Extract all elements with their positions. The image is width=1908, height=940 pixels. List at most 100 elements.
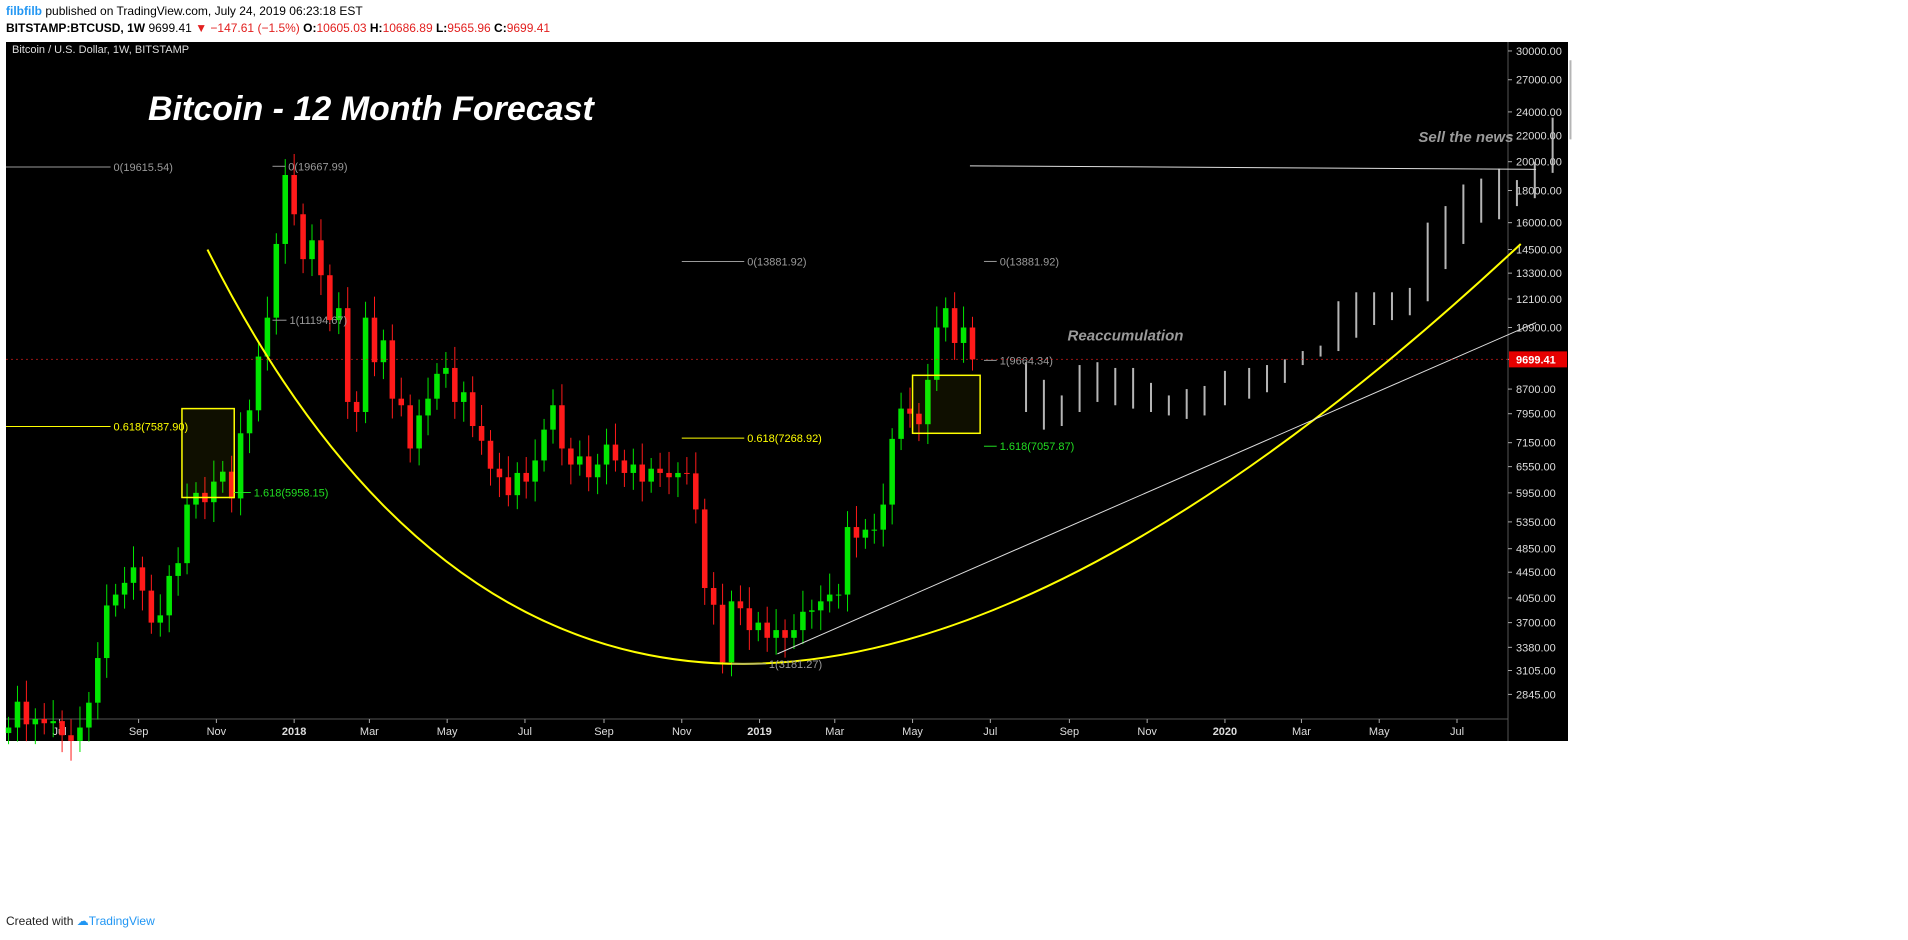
- candle-body: [255, 356, 262, 411]
- candle-body: [916, 413, 922, 425]
- candle-body: [175, 563, 181, 576]
- low-label: L:: [435, 21, 448, 35]
- candle-body: [559, 405, 565, 449]
- y-tick-label: 3105.00: [1516, 666, 1556, 678]
- candle-body: [443, 367, 449, 374]
- candle-body: [487, 440, 494, 469]
- candle-body: [157, 615, 164, 623]
- y-tick-label: 27000.00: [1516, 75, 1562, 87]
- candle-body: [621, 460, 628, 473]
- candle-body: [416, 415, 422, 449]
- candle-body: [86, 702, 92, 728]
- candle-body: [693, 473, 699, 510]
- candle-body: [639, 464, 646, 482]
- candle-body: [577, 456, 583, 465]
- candle-body: [193, 492, 199, 505]
- author-link[interactable]: filbfilb: [6, 4, 42, 18]
- candle-body: [907, 408, 913, 414]
- trend-line: [969, 165, 1537, 170]
- tradingview-link[interactable]: TradingView: [88, 914, 155, 928]
- open-label: O:: [303, 21, 317, 35]
- chart-annotation: Reaccumulation: [1068, 327, 1184, 344]
- candle-body: [14, 701, 21, 728]
- candle-body: [41, 719, 48, 724]
- footer: Created with ☁TradingView: [6, 914, 155, 928]
- candle-body: [148, 590, 155, 623]
- y-tick-label: 7150.00: [1516, 438, 1556, 450]
- candle-body: [934, 327, 940, 380]
- fib-level-label: 1(9664.34): [1000, 355, 1053, 367]
- open-value: 10605.03: [316, 21, 367, 35]
- y-tick-label: 6550.00: [1516, 462, 1556, 474]
- candle-body: [684, 472, 690, 474]
- candle-body: [291, 175, 297, 215]
- candle-body: [219, 471, 226, 482]
- candle-body: [710, 588, 717, 605]
- candle-body: [809, 610, 815, 612]
- candle-body: [139, 567, 146, 591]
- consolidation-box: [911, 374, 981, 435]
- created-with-text: Created with: [6, 914, 74, 928]
- candle-body: [889, 438, 895, 505]
- x-tick-label: Nov: [1137, 726, 1157, 738]
- close-label: C:: [494, 21, 507, 35]
- candle-body: [612, 444, 619, 461]
- change-value: ▼ −147.61 (−1.5%): [195, 21, 300, 35]
- candle-body: [95, 658, 101, 703]
- x-tick-label: Sep: [594, 726, 614, 738]
- candle-body: [380, 340, 387, 363]
- fib-level-label: 0.618(7268.92): [747, 433, 822, 445]
- candle-body: [817, 601, 824, 611]
- candle-body: [309, 240, 315, 260]
- ohlc-bar: BITSTAMP:BTCUSD, 1W 9699.41 ▼ −147.61 (−…: [6, 21, 550, 35]
- candle-body: [407, 405, 413, 449]
- candle-body: [32, 719, 39, 725]
- close-value: 9699.41: [506, 21, 551, 35]
- candle-body: [505, 477, 512, 496]
- candle-body: [184, 504, 190, 564]
- candle-body: [425, 398, 431, 416]
- x-tick-label: May: [437, 726, 458, 738]
- y-tick-label: 4850.00: [1516, 544, 1556, 556]
- consolidation-box: [181, 407, 235, 499]
- candle-body: [925, 379, 931, 425]
- candle-body: [371, 317, 378, 363]
- candle-body: [68, 735, 74, 741]
- y-tick-label: 12100.00: [1516, 294, 1562, 306]
- candle-body: [211, 481, 217, 503]
- candle-body: [496, 468, 503, 478]
- candle-body: [300, 214, 306, 260]
- x-tick-label: Sep: [129, 726, 149, 738]
- last-price-tag: [1509, 351, 1567, 368]
- price-chart[interactable]: 2845.00 3105.00 3380.00 3700.00 4050.00 4450.…: [0, 42, 1908, 906]
- candle-body: [942, 308, 949, 328]
- y-tick-label: 2845.00: [1516, 689, 1556, 701]
- candle-body: [737, 601, 744, 609]
- x-tick-label: Nov: [207, 726, 227, 738]
- candle-body: [826, 594, 833, 602]
- candle-body: [844, 527, 851, 595]
- candle-body: [389, 340, 396, 399]
- candle-body: [398, 398, 405, 406]
- y-tick-label: 20000.00: [1516, 157, 1562, 169]
- candle-body: [336, 308, 342, 321]
- y-tick-label: 8700.00: [1516, 384, 1556, 396]
- y-tick-label: 4050.00: [1516, 593, 1556, 605]
- candle-body: [550, 405, 556, 430]
- y-tick-label: 5950.00: [1516, 488, 1556, 500]
- candle-body: [951, 308, 958, 343]
- high-value: 10686.89: [382, 21, 433, 35]
- low-value: 9565.96: [447, 21, 491, 35]
- candle-body: [318, 240, 324, 276]
- candle-body: [228, 471, 235, 499]
- candle-body: [746, 608, 753, 631]
- last-price-label: 9699.41: [1516, 354, 1556, 366]
- candle-body: [728, 601, 735, 663]
- fib-level-label: 0.618(7587.90): [114, 421, 189, 433]
- chart-title: Bitcoin - 12 Month Forecast: [148, 90, 595, 128]
- symbol-label: BITSTAMP:BTCUSD, 1W: [6, 21, 146, 35]
- candle-body: [666, 472, 672, 478]
- tradingview-logo-icon[interactable]: ☁: [76, 914, 89, 928]
- y-tick-label: 7950.00: [1516, 409, 1556, 421]
- candle-body: [898, 408, 904, 439]
